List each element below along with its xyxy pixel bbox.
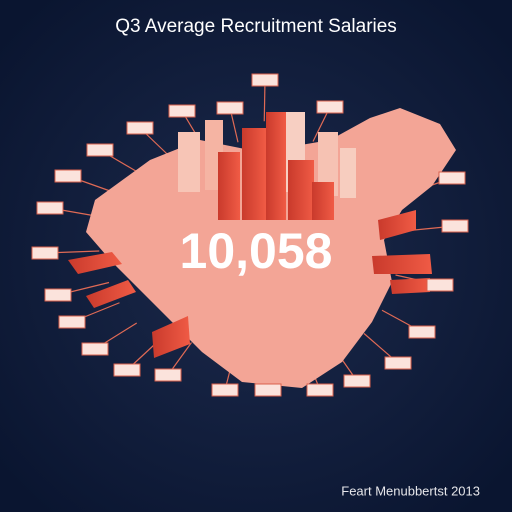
- label-box: [113, 363, 141, 377]
- footer-credit: Feart Menubbertst 2013: [341, 483, 480, 498]
- label-box: [426, 278, 454, 292]
- label-boxes: [31, 73, 469, 397]
- label-box: [254, 383, 282, 397]
- label-box: [306, 383, 334, 397]
- label-box: [58, 315, 86, 329]
- 3d-bars: [68, 210, 432, 358]
- buildings: [178, 112, 356, 220]
- leader-line: [263, 79, 266, 122]
- label-box: [81, 342, 109, 356]
- label-box: [168, 104, 196, 118]
- label-box: [441, 219, 469, 233]
- label-box: [343, 374, 371, 388]
- label-box: [251, 73, 279, 87]
- label-box: [438, 171, 466, 185]
- label-box: [408, 325, 436, 339]
- label-box: [86, 143, 114, 157]
- label-box: [384, 356, 412, 370]
- label-box: [154, 368, 182, 382]
- title: Q3 Average Recruitment Salaries: [115, 16, 397, 37]
- label-box: [44, 288, 72, 302]
- label-box: [216, 101, 244, 115]
- headline-value: 10,058: [180, 223, 333, 279]
- label-box: [36, 201, 64, 215]
- label-box: [126, 121, 154, 135]
- label-box: [31, 246, 59, 260]
- label-box: [316, 100, 344, 114]
- label-box: [54, 169, 82, 183]
- label-box: [211, 383, 239, 397]
